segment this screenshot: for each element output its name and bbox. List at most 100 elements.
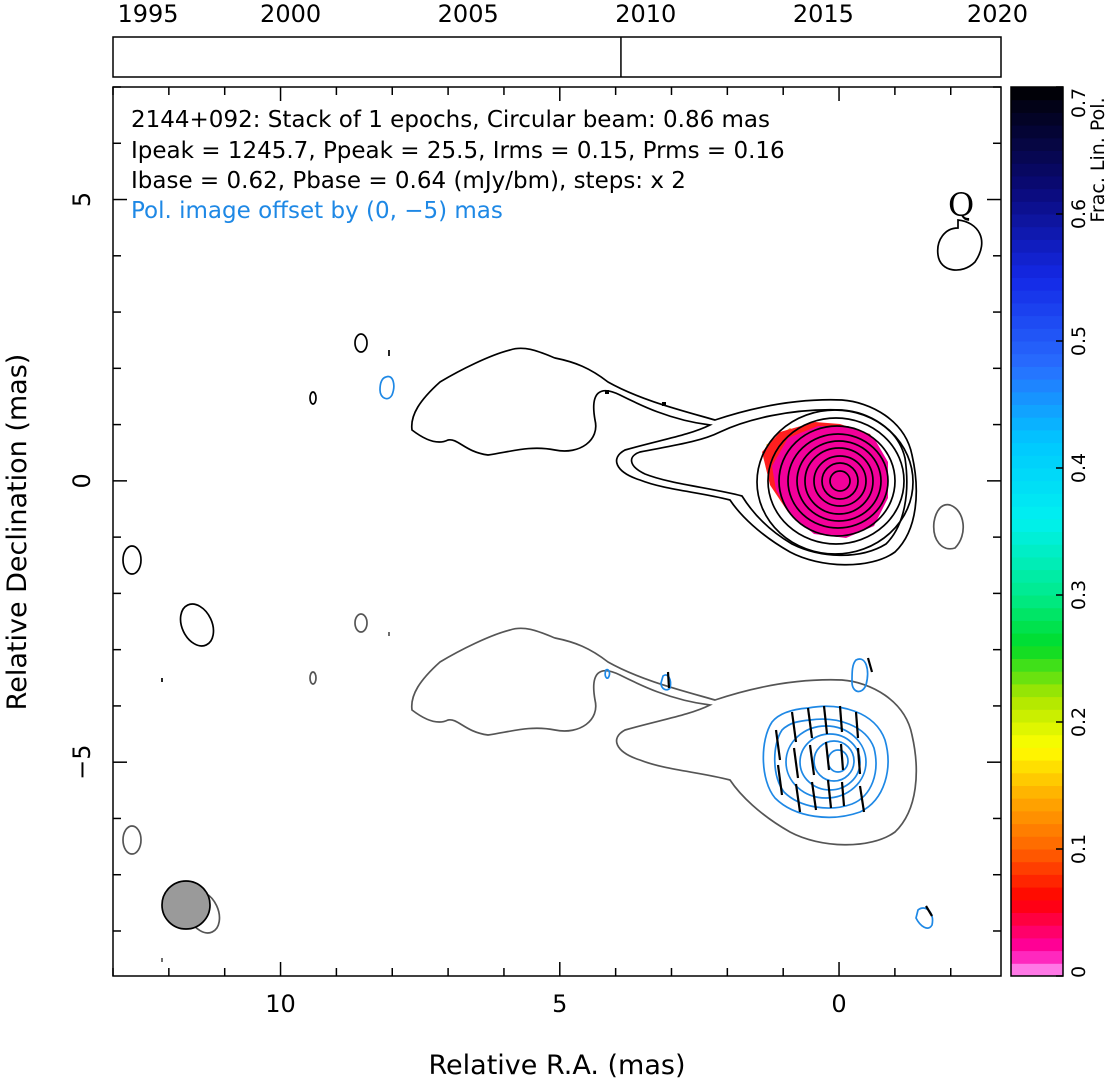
stokes-i-contour-9 bbox=[813, 455, 867, 507]
corner-label: Q bbox=[948, 186, 974, 224]
colorbar-segment bbox=[1011, 887, 1063, 901]
evpa-tick bbox=[774, 729, 782, 761]
colorbar-segment bbox=[1011, 226, 1063, 240]
annotation-line-2: Ipeak = 1245.7, Ppeak = 25.5, Irms = 0.1… bbox=[131, 138, 785, 164]
evpa-tick bbox=[856, 747, 862, 775]
colorbar-frame bbox=[1010, 86, 1064, 977]
colorbar-ticks: 0 0.1 0.2 0.3 0.4 0.5 0.6 0.7 bbox=[1056, 86, 1090, 978]
colorbar-segment bbox=[1011, 480, 1063, 494]
colorbar-segment bbox=[1011, 582, 1063, 596]
annotation-line-3: Ibase = 0.62, Pbase = 0.64 (mJy/bm), ste… bbox=[131, 168, 686, 194]
colorbar-segment bbox=[1011, 722, 1063, 736]
stokes-i-blob bbox=[179, 603, 215, 647]
colorbar-segment bbox=[1011, 87, 1063, 101]
timeline-tick-label: 2005 bbox=[438, 0, 499, 28]
annotation-line-1: 2144+092: Stack of 1 epochs, Circular be… bbox=[131, 107, 770, 133]
evpa-tick bbox=[810, 781, 818, 811]
colorbar-tick-label: 0.6 bbox=[1068, 199, 1090, 229]
offset-blob bbox=[354, 613, 368, 633]
timeline-ticks: 1995 2000 2005 2010 2015 2020 bbox=[117, 0, 1028, 28]
pol-contour-5 bbox=[813, 740, 855, 782]
stokes-i-contour-2 bbox=[630, 408, 908, 557]
colorbar-segment bbox=[1011, 658, 1063, 672]
evpa-tick bbox=[866, 657, 874, 673]
evpa-tick bbox=[824, 741, 831, 771]
colorbar-gradient bbox=[1011, 87, 1063, 977]
pol-blob bbox=[851, 658, 869, 693]
colorbar-segment bbox=[1011, 175, 1063, 190]
colorbar-segment bbox=[1011, 645, 1063, 659]
pol-blob bbox=[379, 375, 395, 400]
pol-contour-2 bbox=[773, 718, 877, 809]
pol-contour-4 bbox=[799, 733, 861, 791]
colorbar-segment bbox=[1011, 760, 1063, 774]
evpa-tick bbox=[838, 705, 844, 733]
colorbar-tick-label: 0 bbox=[1068, 966, 1090, 978]
timeline-tick-label: 2000 bbox=[260, 0, 321, 28]
colorbar-segment bbox=[1011, 518, 1063, 532]
colorbar-segment bbox=[1011, 315, 1063, 329]
colorbar-segment bbox=[1011, 417, 1063, 431]
x-tick-label: 10 bbox=[265, 990, 296, 1018]
colorbar-segment bbox=[1011, 290, 1063, 304]
colorbar-segment bbox=[1011, 506, 1063, 520]
timeline-tick-label: 2010 bbox=[615, 0, 676, 28]
colorbar-segment bbox=[1011, 531, 1063, 545]
evpa-vectors bbox=[666, 657, 933, 917]
colorbar-segment bbox=[1011, 709, 1063, 723]
colorbar-segment bbox=[1011, 849, 1063, 863]
offset-blob bbox=[122, 825, 142, 855]
colorbar-segment bbox=[1011, 937, 1063, 952]
stokes-i-outer-contour bbox=[410, 347, 918, 566]
colorbar-segment bbox=[1011, 899, 1063, 913]
offset-outer-contour bbox=[410, 627, 918, 846]
colorbar: 0 0.1 0.2 0.3 0.4 0.5 0.6 0.7 Frac. Lin. Pol. bbox=[1010, 86, 1109, 978]
y-tick-label: −5 bbox=[68, 744, 96, 779]
colorbar-segment bbox=[1011, 302, 1063, 317]
offset-total-contours bbox=[122, 503, 964, 962]
colorbar-segment bbox=[1011, 925, 1063, 939]
colorbar-segment bbox=[1011, 264, 1063, 278]
colorbar-segment bbox=[1011, 277, 1063, 291]
colorbar-label: Frac. Lin. Pol. bbox=[1087, 97, 1109, 222]
stokes-i-contours bbox=[122, 219, 983, 682]
colorbar-segment bbox=[1011, 379, 1063, 393]
colorbar-segment bbox=[1011, 798, 1063, 812]
colorbar-segment bbox=[1011, 239, 1063, 253]
colorbar-segment bbox=[1011, 99, 1063, 113]
colorbar-segment bbox=[1011, 150, 1063, 164]
colorbar-segment bbox=[1011, 569, 1063, 583]
stokes-i-blob bbox=[936, 219, 983, 271]
evpa-tick bbox=[925, 905, 933, 917]
stokes-i-contour-3 bbox=[756, 409, 914, 555]
evpa-tick bbox=[858, 785, 866, 813]
colorbar-segment bbox=[1011, 252, 1063, 266]
colorbar-segment bbox=[1011, 607, 1063, 621]
colorbar-segment bbox=[1011, 823, 1063, 837]
colorbar-segment bbox=[1011, 556, 1063, 571]
colorbar-segment bbox=[1011, 595, 1063, 609]
evpa-tick bbox=[826, 779, 833, 809]
timeline-tick-label: 2020 bbox=[967, 0, 1028, 28]
evpa-tick bbox=[666, 671, 671, 689]
colorbar-segment bbox=[1011, 493, 1063, 507]
colorbar-segment bbox=[1011, 785, 1063, 799]
evpa-tick bbox=[806, 707, 814, 739]
y-tick-label: 5 bbox=[68, 192, 96, 207]
restoring-beam bbox=[161, 880, 211, 930]
colorbar-segment bbox=[1011, 214, 1063, 228]
pol-offset-note: Pol. image offset by (0, −5) mas bbox=[131, 198, 503, 224]
colorbar-segment bbox=[1011, 391, 1063, 405]
colorbar-segment bbox=[1011, 544, 1063, 558]
stokes-i-pixel bbox=[662, 402, 666, 406]
pol-blob bbox=[915, 907, 934, 929]
colorbar-segment bbox=[1011, 163, 1063, 177]
colorbar-segment bbox=[1011, 137, 1063, 151]
stokes-i-contour-8 bbox=[804, 447, 874, 515]
stokes-i-contour-7 bbox=[796, 440, 882, 522]
stokes-i-contour-5 bbox=[778, 425, 896, 537]
colorbar-segment bbox=[1011, 366, 1063, 380]
stokes-i-contour-6 bbox=[787, 433, 889, 529]
colorbar-tick-label: 0.5 bbox=[1068, 326, 1090, 356]
